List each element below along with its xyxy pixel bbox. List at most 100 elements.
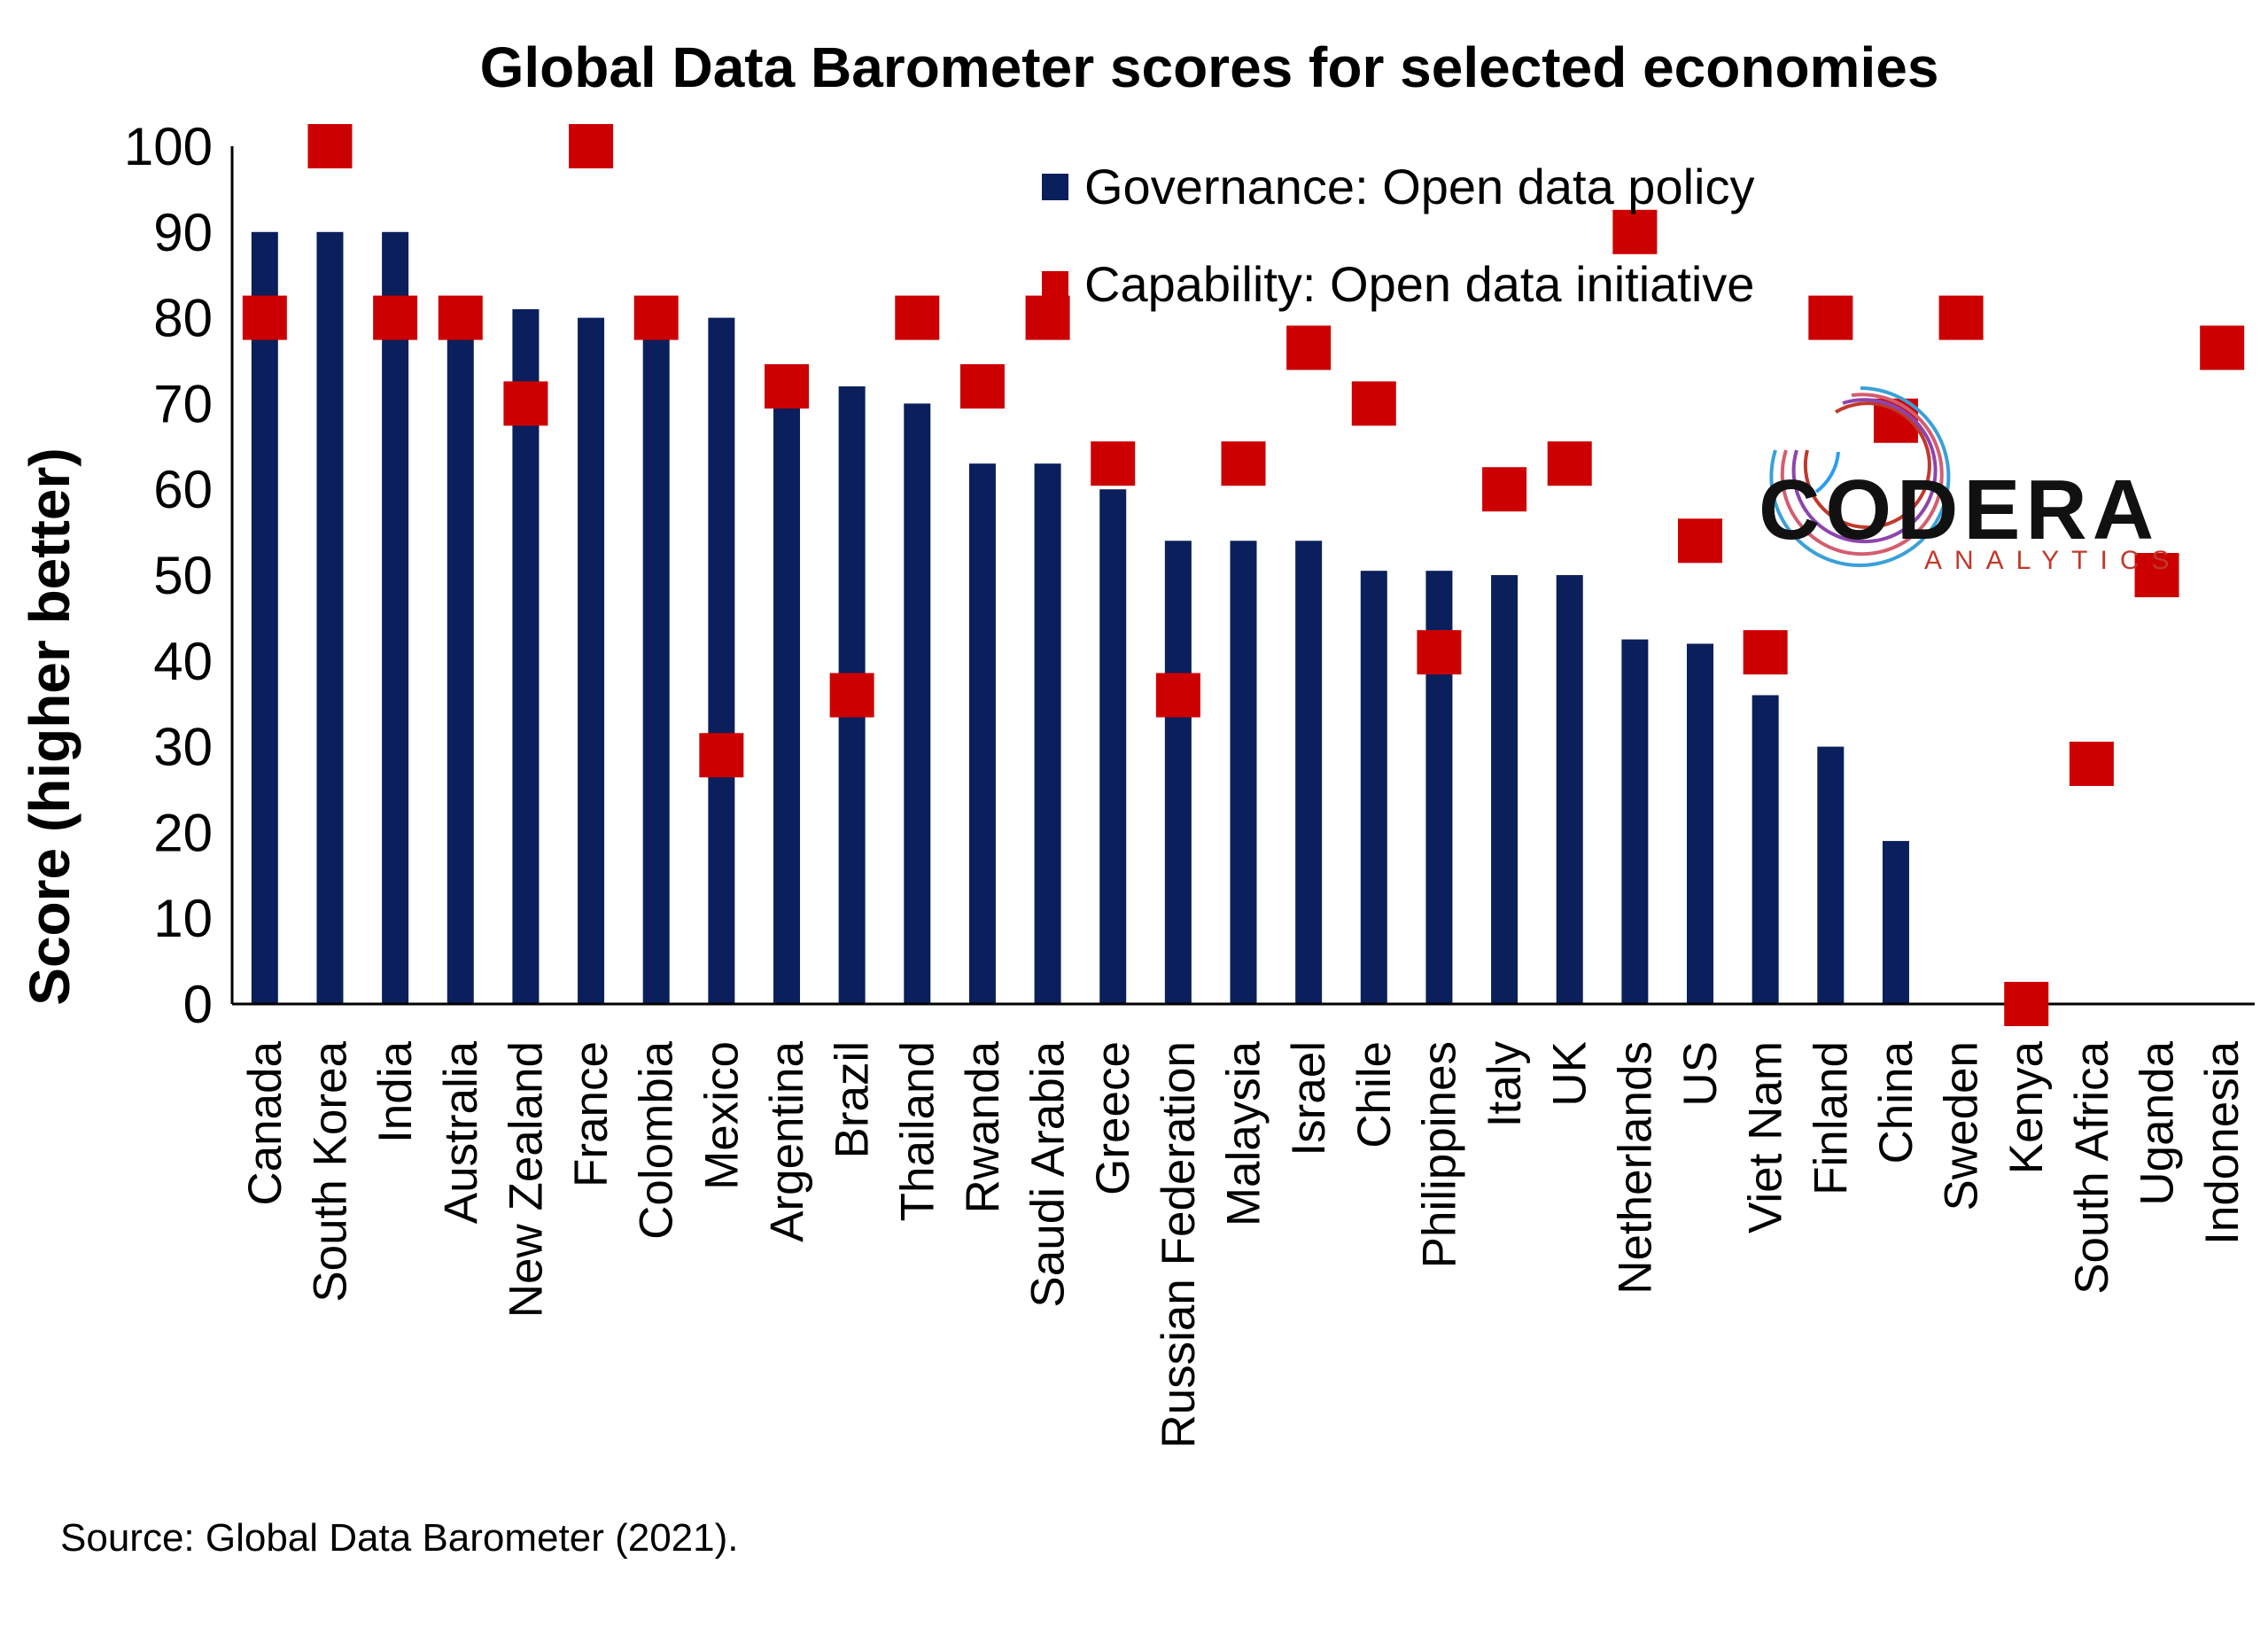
x-tick-label: Uganda [2132,1040,2184,1205]
logo-subtitle: ANALYTICS [1924,546,2182,575]
bar-saudi-arabia [1034,463,1061,1004]
logo-name: CODERA [1759,463,2159,557]
marker-saudi-arabia [1025,295,1070,340]
marker-colombia [633,295,679,340]
marker-sweden [1938,295,1984,340]
marker-france [569,124,614,168]
legend-swatch-governance [1042,174,1068,200]
x-tick-label: Malaysia [1218,1040,1270,1226]
x-tick-label: Argentina [761,1040,813,1241]
x-tick-label: New Zealand [500,1041,552,1318]
marker-philippines [1417,630,1462,675]
marker-rwanda [959,364,1005,409]
bar-italy [1491,575,1518,1004]
x-tick-label: Chile [1348,1041,1401,1148]
x-tick-label: Thailand [891,1041,944,1221]
y-tick-label: 10 [153,889,213,948]
y-tick-label: 60 [153,460,213,519]
x-tick-label: Philippines [1413,1041,1465,1268]
bar-argentina [773,394,800,1005]
bar-south-korea [316,231,344,1004]
x-tick-label: Saudi Arabia [1022,1040,1075,1307]
marker-netherlands [1612,209,1658,254]
x-tick-label: Greece [1087,1041,1139,1195]
x-tick-label: Netherlands [1609,1041,1661,1295]
marker-south-korea [307,124,353,168]
y-tick-label: 70 [153,374,213,433]
x-tick-label: US [1674,1041,1727,1107]
y-tick-label: 90 [153,203,213,262]
marker-thailand [895,295,940,340]
bar-israel [1295,541,1323,1004]
bar-rwanda [968,463,996,1004]
bar-canada [251,231,278,1004]
x-tick-label: Finland [1805,1041,1857,1195]
x-tick-label: UK [1544,1041,1596,1107]
x-tick-label: Viet Nam [1740,1041,1792,1233]
y-tick-label: 0 [183,975,213,1034]
codera-logo: CODERA ANALYTICS [1759,386,2182,575]
y-tick-label: 50 [153,546,213,605]
bar-india [382,231,409,1004]
bar-finland [1817,746,1845,1004]
bar-malaysia [1230,541,1257,1004]
marker-malaysia [1221,441,1266,486]
x-tick-label: Italy [1479,1041,1531,1128]
x-tick-label: South Korea [304,1040,356,1302]
marker-india [373,295,418,340]
marker-chile [1351,381,1396,426]
marker-brazil [829,673,874,718]
bar-mexico [708,317,735,1005]
marker-israel [1286,325,1332,370]
bar-france [578,317,605,1005]
marker-new-zealand [503,381,548,426]
x-tick-label: Kenya [2000,1040,2053,1174]
x-tick-label: Colombia [631,1040,683,1239]
x-tick-label: India [369,1040,422,1142]
bar-china [1882,841,1909,1004]
marker-uganda [2134,553,2179,597]
legend-label-governance: Governance: Open data policy [1084,159,1754,214]
bar-colombia [642,317,670,1005]
marker-russian-federation [1155,673,1200,718]
marker-series-capability [242,124,2245,1026]
marker-canada [242,295,287,340]
bar-series-governance [251,231,1909,1005]
legend-label-capability: Capability: Open data initiative [1084,256,1754,312]
bar-australia [447,317,474,1005]
marker-argentina [764,364,809,409]
y-tick-label: 100 [124,117,213,176]
chart-title: Global Data Barometer scores for selecte… [480,35,1939,99]
x-tick-label: Australia [435,1040,487,1224]
x-tick-label: Indonesia [2196,1040,2249,1244]
marker-italy [1482,467,1527,512]
bar-russian-federation [1164,541,1192,1004]
legend-swatch-capability [1042,271,1068,298]
y-tick-label: 40 [153,632,213,691]
marker-indonesia [2200,325,2245,370]
bar-netherlands [1621,639,1649,1004]
x-tick-label: Rwanda [957,1040,1009,1213]
x-tick-label: Sweden [1936,1041,1988,1211]
marker-viet-nam [1743,630,1788,675]
y-axis-title: Score (higher better) [18,447,82,1005]
bar-us [1687,643,1714,1004]
x-tick-label: Russian Federation [1153,1041,1205,1449]
source-note: Source: Global Data Barometer (2021). [60,1516,739,1560]
bar-thailand [904,403,931,1004]
y-tick-label: 30 [153,718,213,777]
bar-uk [1556,575,1583,1004]
y-tick-label: 80 [153,289,213,348]
marker-australia [438,295,483,340]
x-tick-label: South Africa [2066,1040,2118,1294]
bar-chile [1360,571,1387,1004]
marker-kenya [2004,982,2049,1026]
marker-mexico [699,733,744,778]
marker-south-africa [2069,741,2114,786]
bar-greece [1099,489,1127,1004]
x-tick-label: Brazil [827,1041,879,1159]
logo-arc-icon [1769,386,1951,567]
marker-us [1678,518,1723,564]
marker-uk [1547,441,1592,486]
marker-greece [1091,441,1136,486]
